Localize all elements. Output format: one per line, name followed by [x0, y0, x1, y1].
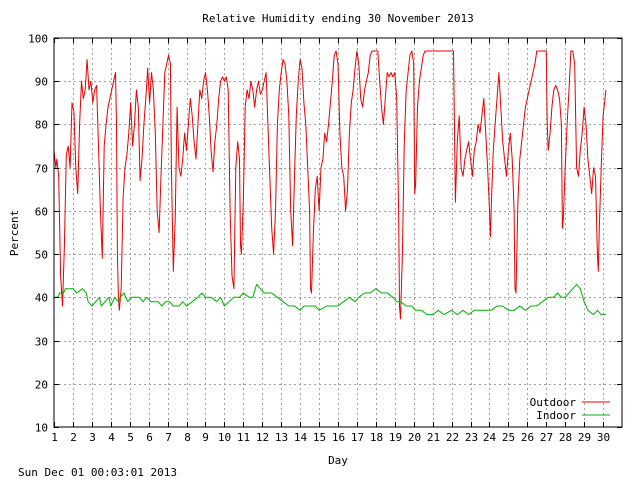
- x-tick-label: 25: [502, 431, 515, 444]
- x-tick-label: 29: [578, 431, 591, 444]
- y-tick-label: 100: [28, 33, 48, 46]
- y-axis-label: Percent: [8, 210, 21, 256]
- x-tick-label: 1: [51, 431, 58, 444]
- x-tick-label: 22: [446, 431, 459, 444]
- x-tick-label: 13: [275, 431, 288, 444]
- legend-label-indoor: Indoor: [536, 409, 576, 422]
- x-tick-label: 5: [127, 431, 134, 444]
- y-tick-label: 40: [35, 292, 48, 305]
- x-tick-label: 15: [313, 431, 326, 444]
- x-tick-label: 8: [184, 431, 191, 444]
- x-tick-label: 24: [483, 431, 497, 444]
- series-line-indoor: [54, 283, 606, 316]
- x-tick-label: 9: [202, 431, 209, 444]
- x-tick-label: 17: [351, 431, 364, 444]
- x-tick-label: 28: [559, 431, 572, 444]
- chart-title: Relative Humidity ending 30 November 201…: [202, 12, 474, 25]
- legend-label-outdoor: Outdoor: [530, 396, 577, 409]
- x-tick-label: 18: [370, 431, 383, 444]
- x-tick-label: 12: [256, 431, 269, 444]
- x-tick-label: 27: [540, 431, 553, 444]
- series-line-outdoor: [53, 50, 607, 320]
- x-tick-label: 20: [408, 431, 421, 444]
- x-tick-label: 11: [237, 431, 250, 444]
- y-tick-label: 60: [35, 206, 48, 219]
- x-tick-label: 14: [294, 431, 308, 444]
- y-tick-label: 90: [35, 76, 48, 89]
- y-tick-label: 10: [35, 422, 48, 435]
- y-tick-label: 70: [35, 163, 48, 176]
- y-tick-label: 20: [35, 379, 48, 392]
- x-tick-label: 21: [427, 431, 440, 444]
- x-tick-label: 23: [465, 431, 478, 444]
- x-axis-label: Day: [328, 454, 348, 467]
- x-tick-label: 4: [108, 431, 115, 444]
- x-tick-label: 7: [165, 431, 172, 444]
- x-tick-label: 10: [218, 431, 231, 444]
- y-tick-label: 30: [35, 336, 48, 349]
- x-tick-label: 6: [146, 431, 153, 444]
- footer-timestamp: Sun Dec 01 00:03:01 2013: [18, 466, 177, 479]
- series-lines: [53, 50, 607, 320]
- x-tick-label: 16: [332, 431, 345, 444]
- axis-ticks: 1 2 3 4 5 6 7 8 9 10 11 12 13 14 15 16 17 18 19 20 21 22 23 24 2…: [28, 33, 622, 444]
- x-tick-label: 2: [70, 431, 77, 444]
- x-tick-label: 3: [89, 431, 96, 444]
- x-tick-label: 30: [597, 431, 610, 444]
- y-tick-label: 80: [35, 119, 48, 132]
- legend: Outdoor Indoor: [530, 396, 610, 422]
- x-tick-label: 19: [389, 431, 402, 444]
- y-tick-label: 50: [35, 249, 48, 262]
- x-tick-label: 26: [521, 431, 534, 444]
